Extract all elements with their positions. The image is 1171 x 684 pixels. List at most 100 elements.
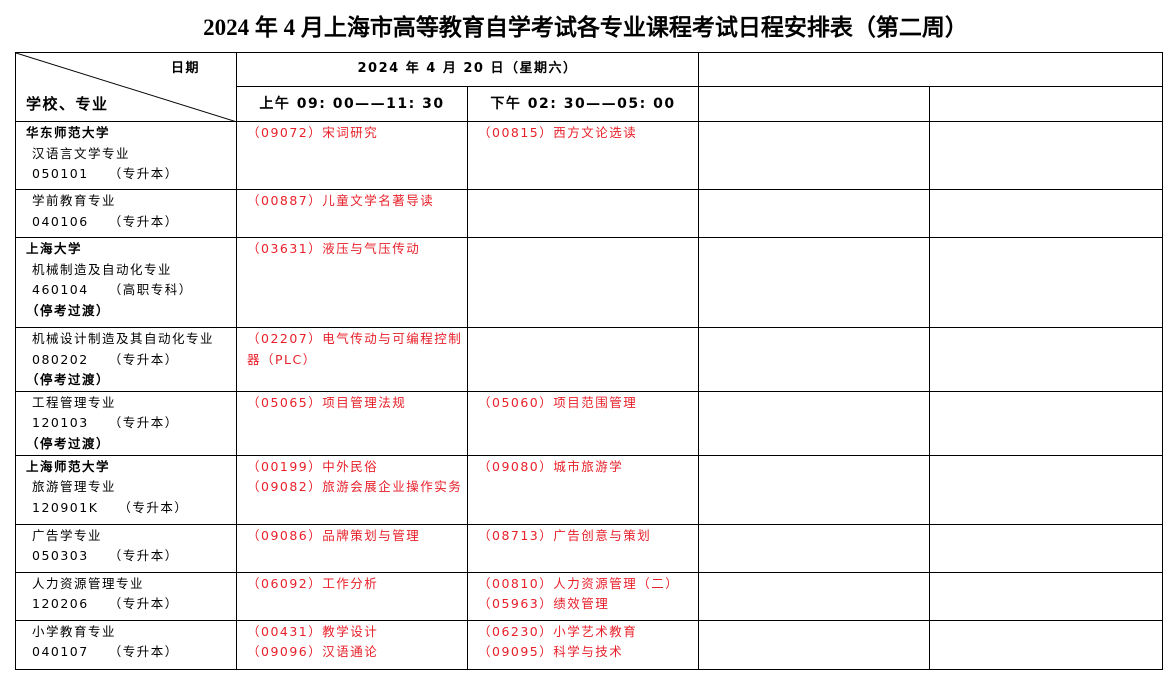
course-entry: （00815）西方文论选读 <box>478 125 638 140</box>
major-code-line: 040106 （专升本） <box>26 212 236 233</box>
empty-cell <box>929 237 1163 328</box>
major-code: 120901K <box>32 499 99 515</box>
course-entry: （05963）绩效管理 <box>478 596 610 612</box>
morning-course-cell: （06092）工作分析 <box>236 571 468 621</box>
course-entry: （09080）城市旅游学 <box>478 458 624 474</box>
program-cell: 人力资源管理专业 120206 （专升本） <box>15 571 237 621</box>
major-name: 人力资源管理专业 <box>32 575 145 591</box>
morning-course-cell: （00887）儿童文学名著导读 <box>236 189 468 238</box>
afternoon-course-cell: （06230）小学艺术教育 （09095）科学与技术 <box>467 619 699 670</box>
course-entry: （09072）宋词研究 <box>247 125 379 140</box>
afternoon-course-cell <box>467 189 699 238</box>
afternoon-session-header: 下午 02: 30——05: 00 <box>467 86 699 122</box>
empty-cell <box>698 454 930 525</box>
empty-cell <box>698 571 930 621</box>
program-level: （高职专科） <box>108 282 193 298</box>
suspension-note: （停考过渡） <box>26 302 111 318</box>
major-name: 学前教育专业 <box>32 193 117 208</box>
program-level: （专升本） <box>108 351 179 367</box>
course-entry: （09095）科学与技术 <box>478 644 624 660</box>
diagonal-header-cell: 日期 学校、专业 <box>15 52 237 122</box>
major-code: 080202 <box>32 351 89 367</box>
afternoon-course-cell <box>467 327 699 392</box>
empty-cell <box>929 390 1163 456</box>
major-name: 广告学专业 <box>32 527 103 543</box>
table-row: 小学教育专业 040107 （专升本） （00431）教学设计 （09096）汉语通论（… <box>15 619 1163 670</box>
empty-cell <box>929 327 1163 392</box>
program-cell: 机械设计制造及其自动化专业 080202 （专升本） （停考过渡） <box>15 327 237 392</box>
program-cell: 广告学专业 050303 （专升本） <box>15 523 237 573</box>
course-entry: （02207）电气传动与可编程控制器（PLC） <box>247 331 463 367</box>
empty-cell <box>698 327 930 392</box>
major-name: 机械制造及自动化专业 <box>32 261 173 277</box>
afternoon-course-cell <box>467 237 699 328</box>
morning-course-cell: （00431）教学设计 （09096）汉语通论 <box>236 619 468 670</box>
major-code-line: 460104 （高职专科） <box>26 280 236 301</box>
afternoon-course-cell: （00815）西方文论选读 <box>467 121 699 190</box>
course-entry: （09082）旅游会展企业操作实务 <box>247 479 463 495</box>
program-cell: 工程管理专业 120103 （专升本） （停考过渡） <box>15 390 237 456</box>
table-row: 上海大学机械制造及自动化专业 460104 （高职专科） （停考过渡） （03631）液… <box>15 237 1163 328</box>
major-code-line: 050303 （专升本） <box>26 546 236 567</box>
course-entry: （03631）液压与气压传动 <box>247 241 421 256</box>
table-row: 广告学专业 050303 （专升本） （09086）品牌策划与管理 （08713）广告创… <box>15 523 1163 573</box>
table-row: 人力资源管理专业 120206 （专升本） （06092）工作分析 （00810）人力资… <box>15 571 1163 621</box>
school-name: 华东师范大学 <box>26 125 111 140</box>
morning-course-cell: （09086）品牌策划与管理 <box>236 523 468 573</box>
school-name: 上海大学 <box>26 241 83 256</box>
major-code-line: 120901K （专升本） <box>26 498 236 519</box>
program-level: （专升本） <box>108 548 179 564</box>
school-major-label: 学校、专业 <box>26 95 109 114</box>
major-code: 120103 <box>32 415 89 431</box>
major-code: 460104 <box>32 282 89 298</box>
major-code-line: 120206 （专升本） <box>26 594 236 615</box>
major-code: 050101 <box>32 166 89 182</box>
empty-cell <box>929 619 1163 670</box>
morning-course-cell: （00199）中外民俗 （09082）旅游会展企业操作实务 <box>236 454 468 525</box>
empty-cell <box>929 189 1163 238</box>
diagonal-line <box>16 53 237 122</box>
course-entry: （00810）人力资源管理（二） <box>478 575 680 591</box>
program-cell: 上海大学机械制造及自动化专业 460104 （高职专科） （停考过渡） <box>15 237 237 328</box>
major-code: 120206 <box>32 596 89 612</box>
major-name: 小学教育专业 <box>32 623 117 639</box>
program-cell: 小学教育专业 040107 （专升本） <box>15 619 237 670</box>
major-name: 机械设计制造及其自动化专业 <box>32 331 215 346</box>
program-level: （专升本） <box>108 213 179 229</box>
afternoon-course-cell: （00810）人力资源管理（二） （05963）绩效管理 <box>467 571 699 621</box>
table-row: 上海师范大学 旅游管理专业 120901K （专升本） （00199）中外民俗 （0908… <box>15 454 1163 525</box>
empty-cell <box>698 189 930 238</box>
program-level: （专升本） <box>108 596 179 612</box>
empty-cell <box>698 121 930 190</box>
empty-cell <box>698 237 930 328</box>
course-entry: （05065）项目管理法规 <box>247 394 407 410</box>
schedule-table: 日期 学校、专业 2024 年 4 月 20 日（星期六） 上午 09: 00—… <box>15 52 1163 670</box>
empty-header <box>929 86 1163 122</box>
course-entry: （09096）汉语通论 <box>247 644 379 660</box>
afternoon-course-cell: （05060）项目范围管理 <box>467 390 699 456</box>
program-cell: 学前教育专业 040106 （专升本） <box>15 189 237 238</box>
course-entry: （09086）品牌策划与管理 <box>247 527 421 543</box>
empty-cell <box>698 523 930 573</box>
major-code: 040107 <box>32 644 89 660</box>
table-row: 华东师范大学 汉语言文学专业 050101 （专升本） （09072）宋词研究 （0081… <box>15 121 1163 190</box>
course-entry: （00431）教学设计 <box>247 623 379 639</box>
course-entry: （06092）工作分析 <box>247 575 379 591</box>
major-code: 040106 <box>32 213 89 229</box>
empty-header <box>698 86 930 122</box>
empty-cell <box>929 121 1163 190</box>
afternoon-course-cell: （08713）广告创意与策划 <box>467 523 699 573</box>
date-header: 2024 年 4 月 20 日（星期六） <box>236 52 699 87</box>
major-code-line: 040107 （专升本） <box>26 642 236 663</box>
empty-cell <box>698 390 930 456</box>
program-level: （专升本） <box>118 499 189 515</box>
major-name: 工程管理专业 <box>32 394 117 410</box>
empty-cell <box>929 454 1163 525</box>
empty-cell <box>929 523 1163 573</box>
program-cell: 上海师范大学 旅游管理专业 120901K （专升本） <box>15 454 237 525</box>
suspension-note: （停考过渡） <box>26 372 111 388</box>
morning-course-cell: （05065）项目管理法规 <box>236 390 468 456</box>
course-entry: （08713）广告创意与策划 <box>478 527 652 543</box>
table-row: 工程管理专业 120103 （专升本） （停考过渡） （05065）项目管理法规 （050… <box>15 390 1163 456</box>
page-title: 2024 年 4 月上海市高等教育自学考试各专业课程考试日程安排表（第二周） <box>203 15 968 40</box>
